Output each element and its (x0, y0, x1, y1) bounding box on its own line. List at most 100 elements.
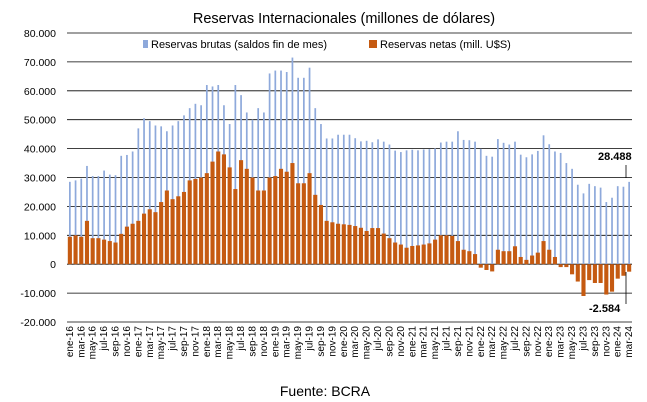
bar-net (193, 178, 198, 265)
x-tick-label: nov-17 (190, 326, 201, 357)
bar-net (404, 247, 409, 265)
x-tick-label: mar-21 (419, 326, 430, 358)
x-tick-label: sep-16 (111, 326, 122, 357)
x-tick-label: sep-17 (179, 326, 190, 357)
bar-gross (325, 138, 328, 265)
x-tick-label: sep-19 (316, 326, 327, 357)
bar-net (473, 254, 478, 265)
bar-gross (143, 118, 145, 265)
bar-gross (360, 141, 362, 265)
bar-gross (559, 152, 562, 265)
bar-gross (183, 115, 185, 265)
bar-gross (594, 186, 596, 265)
bar-gross (297, 77, 299, 265)
bar-net (598, 264, 603, 283)
gross-reserves-bars (68, 57, 631, 265)
bar-net (415, 245, 421, 265)
bar-net (119, 233, 124, 265)
bar-net (96, 238, 101, 265)
bar-gross (274, 70, 277, 265)
bar-gross (291, 57, 294, 265)
x-tick-label: nov-16 (122, 326, 133, 357)
bar-net (336, 223, 341, 265)
bar-gross (337, 134, 339, 265)
x-tick-label: nov-23 (601, 326, 612, 357)
x-tick-label: mar-19 (282, 326, 293, 358)
bar-gross (314, 108, 317, 265)
bar-gross (80, 178, 83, 265)
bar-gross (422, 149, 425, 265)
bar-gross (160, 126, 163, 265)
bar-net (239, 160, 244, 265)
bar-net (501, 251, 506, 265)
bar-gross (457, 131, 459, 265)
bar-gross (108, 174, 111, 265)
bar-net (427, 243, 432, 265)
x-tick-label: may-19 (293, 326, 304, 360)
bar-gross (485, 155, 488, 265)
bar-gross (257, 108, 260, 265)
bar-gross (137, 128, 140, 265)
bar-gross (377, 139, 379, 265)
bar-gross (531, 154, 533, 265)
x-tick-label: ene-20 (339, 326, 350, 358)
x-tick-label: sep-22 (521, 326, 532, 357)
bar-gross (474, 141, 476, 265)
bar-gross (154, 125, 157, 265)
bar-net (478, 264, 483, 268)
x-tick-label: mar-23 (556, 326, 567, 358)
bar-gross (308, 67, 311, 265)
bar-gross (177, 121, 180, 265)
bar-net (535, 252, 540, 265)
bar-gross (576, 184, 579, 265)
bar-net (181, 191, 187, 265)
x-tick-label: may-16 (88, 326, 99, 360)
bar-net (124, 226, 129, 265)
bar-net (581, 264, 586, 296)
bar-gross (536, 150, 539, 265)
bar-net (79, 236, 84, 265)
bar-net (353, 226, 358, 265)
bar-gross (508, 144, 511, 265)
bar-gross (514, 141, 516, 265)
bar-net (609, 264, 615, 292)
bar-net (90, 238, 95, 265)
bar-net (627, 264, 632, 272)
bar-gross (622, 186, 625, 265)
x-tick-label: may-18 (225, 326, 236, 360)
x-tick-label: jul-21 (442, 326, 453, 352)
chart-title: Reservas Internacionales (millones de dó… (193, 11, 495, 27)
bar-gross (234, 85, 237, 265)
bar-gross (285, 72, 288, 265)
x-tick-label: nov-20 (396, 326, 407, 357)
bar-gross (439, 142, 442, 265)
x-tick-label: nov-22 (533, 326, 544, 357)
bar-net (512, 246, 518, 265)
bar-net (518, 256, 523, 265)
annotation-net-last: -2.584 (589, 303, 621, 315)
x-tick-label: may-22 (499, 326, 510, 360)
bar-net (490, 264, 495, 272)
bar-net (164, 190, 169, 265)
bar-gross (126, 154, 128, 265)
bar-net (227, 167, 232, 265)
bar-gross (462, 139, 465, 265)
bar-net (592, 264, 597, 283)
bar-gross (611, 197, 613, 265)
bar-net (564, 264, 569, 268)
bar-net (570, 264, 575, 275)
y-tick-label: 10.000 (24, 230, 56, 242)
annotation-gross-last: 28.488 (598, 151, 632, 163)
bar-net (216, 151, 221, 265)
bar-net (273, 176, 278, 265)
bar-gross (428, 149, 431, 265)
bar-net (524, 259, 529, 265)
bar-gross (388, 144, 391, 265)
bar-net (455, 241, 460, 265)
x-tick-label: ene-18 (202, 326, 213, 358)
bar-net (324, 220, 329, 265)
bar-net (233, 189, 238, 265)
x-tick-label: ene-23 (544, 326, 555, 358)
x-tick-label: nov-21 (464, 326, 475, 357)
x-tick-label: mar-20 (350, 326, 361, 358)
